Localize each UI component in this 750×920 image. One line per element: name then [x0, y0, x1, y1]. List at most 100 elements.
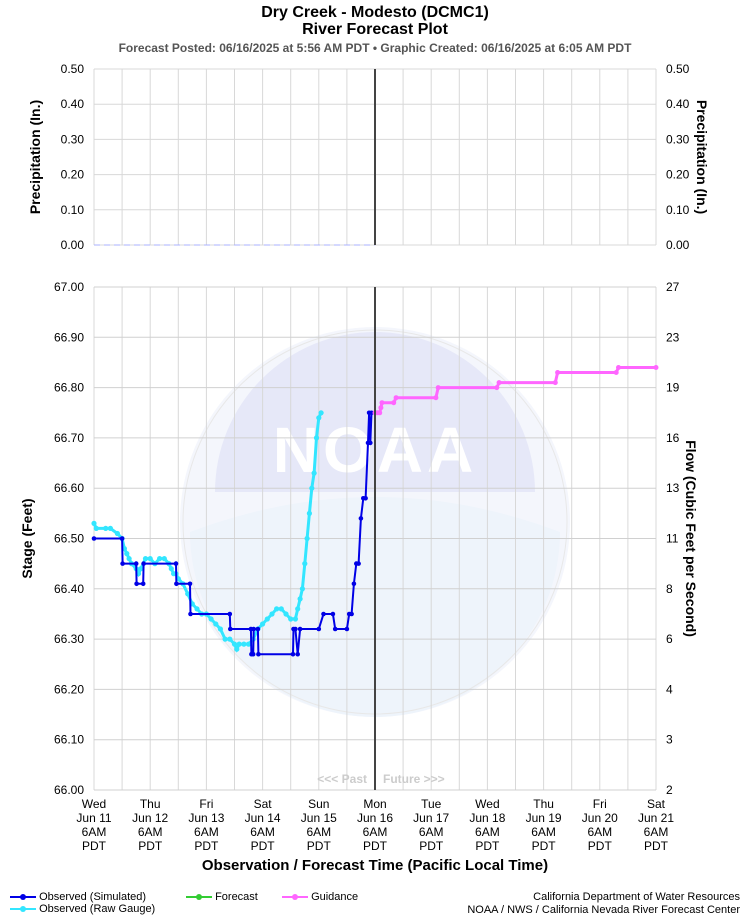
legend-swatch	[186, 892, 212, 902]
guidance-point	[435, 385, 441, 391]
x-tick-label: Jun 17	[413, 811, 449, 825]
stage-ytick-left: 67.00	[54, 280, 84, 294]
observed-raw-point	[142, 556, 149, 562]
observed-simulated-point	[140, 581, 146, 587]
observed-raw-point	[93, 525, 99, 532]
stage-ytick-left: 66.40	[54, 582, 84, 596]
precip-ytick-right: 0.20	[666, 168, 690, 182]
observed-simulated-point	[188, 611, 193, 617]
footer-agency: California Department of Water Resources	[533, 891, 740, 903]
observed-raw-point	[297, 596, 303, 602]
precip-ylabel-right: Precipitation (In.)	[694, 100, 710, 214]
observed-raw-point	[114, 530, 120, 537]
observed-raw-point	[311, 470, 317, 476]
flow-ytick-right: 16	[666, 431, 680, 445]
legend-swatch	[10, 904, 36, 914]
observed-raw-point	[213, 621, 219, 627]
observed-raw-point	[299, 586, 305, 592]
observed-simulated-point	[356, 561, 361, 566]
flow-ytick-right: 13	[666, 481, 680, 495]
x-tick-label: Sun	[308, 797, 329, 811]
x-tick-label: 6AM	[475, 825, 500, 839]
observed-simulated-point	[295, 651, 301, 657]
precip-ytick-right: 0.00	[666, 238, 690, 252]
observed-raw-point	[103, 525, 109, 532]
observed-raw-point	[246, 641, 252, 647]
guidance-point	[379, 400, 385, 406]
observed-raw-point	[236, 641, 242, 647]
x-tick-label: 6AM	[82, 825, 107, 839]
x-tick-label: Mon	[363, 797, 386, 811]
x-tick-label: Sat	[254, 797, 273, 811]
flow-ytick-right: 19	[666, 381, 680, 395]
x-tick-label: 6AM	[194, 825, 219, 839]
flow-ylabel-right: Flow (Cubic Feet per Second)	[683, 440, 699, 637]
x-tick-label: Jun 13	[188, 811, 224, 825]
guidance-point	[496, 380, 502, 386]
precip-ytick-right: 0.50	[666, 62, 690, 76]
observed-raw-point	[126, 556, 132, 562]
guidance-point	[391, 400, 397, 406]
stage-ytick-left: 66.00	[54, 783, 84, 797]
observed-raw-point	[292, 616, 298, 622]
observed-raw-point	[147, 556, 153, 562]
flow-ytick-right: 23	[666, 330, 680, 344]
observed-raw-point	[234, 646, 240, 652]
guidance-point	[653, 365, 659, 370]
x-tick-label: PDT	[475, 839, 500, 853]
observed-raw-point	[91, 520, 97, 527]
watermark-noaa-text: NOAA	[273, 414, 477, 486]
observed-simulated-point	[358, 516, 364, 521]
observed-raw-point	[208, 616, 214, 622]
stage-ylabel-left: Stage (Feet)	[19, 498, 35, 578]
flow-ytick-right: 8	[666, 582, 673, 596]
observed-simulated-point	[133, 561, 139, 566]
observed-raw-point	[107, 525, 113, 532]
x-tick-label: Jun 18	[469, 811, 505, 825]
observed-raw-point	[157, 556, 163, 562]
observed-raw-point	[302, 561, 308, 567]
precip-ytick-left: 0.20	[61, 168, 85, 182]
observed-simulated-point	[256, 651, 261, 657]
observed-simulated-point	[227, 611, 233, 617]
observed-simulated-point	[134, 581, 139, 587]
observed-raw-point	[241, 641, 247, 647]
observed-raw-point	[124, 551, 130, 557]
x-tick-label: Jun 14	[245, 811, 281, 825]
x-tick-label: PDT	[307, 839, 332, 853]
observed-raw-point	[264, 616, 270, 622]
observed-raw-point	[316, 415, 322, 421]
observed-simulated-point	[141, 561, 146, 566]
guidance-point	[616, 365, 621, 370]
stage-ytick-left: 66.10	[54, 733, 84, 747]
stage-ytick-left: 66.60	[54, 481, 84, 495]
chart-subtitle: River Forecast Plot	[302, 21, 448, 38]
x-tick-label: PDT	[194, 839, 219, 853]
observed-raw-point	[138, 566, 144, 572]
observed-simulated-point	[255, 626, 261, 632]
observed-raw-point	[288, 616, 294, 622]
x-tick-label: 6AM	[250, 825, 275, 839]
legend: Observed (Simulated) Observed (Raw Gauge…	[10, 890, 450, 918]
guidance-point	[377, 410, 383, 416]
observed-raw-point	[283, 611, 289, 617]
guidance-point	[393, 395, 399, 401]
observed-raw-point	[194, 606, 200, 612]
observed-raw-point	[168, 566, 174, 572]
posted-line: Forecast Posted: 06/16/2025 at 5:56 AM P…	[118, 41, 632, 55]
observed-simulated-point	[351, 581, 357, 587]
x-tick-label: Jun 11	[76, 811, 111, 825]
stage-ytick-left: 66.50	[54, 532, 84, 546]
precip-ytick-right: 0.10	[666, 203, 690, 217]
guidance-line	[375, 366, 656, 415]
observed-simulated-point	[297, 626, 303, 632]
x-tick-label: Wed	[475, 797, 499, 811]
x-tick-label: Wed	[82, 797, 106, 811]
precip-ytick-right: 0.30	[666, 132, 690, 146]
observed-simulated-point	[173, 561, 179, 566]
precip-ytick-left: 0.10	[61, 203, 85, 217]
footer-nws: NOAA / NWS / California Nevada River For…	[467, 904, 740, 916]
future-label: Future >>>	[383, 772, 445, 786]
guidance-point	[433, 395, 439, 401]
x-axis-label: Observation / Forecast Time (Pacific Loc…	[202, 857, 548, 874]
